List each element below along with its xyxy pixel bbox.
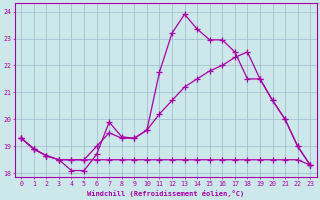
X-axis label: Windchill (Refroidissement éolien,°C): Windchill (Refroidissement éolien,°C) <box>87 190 244 197</box>
